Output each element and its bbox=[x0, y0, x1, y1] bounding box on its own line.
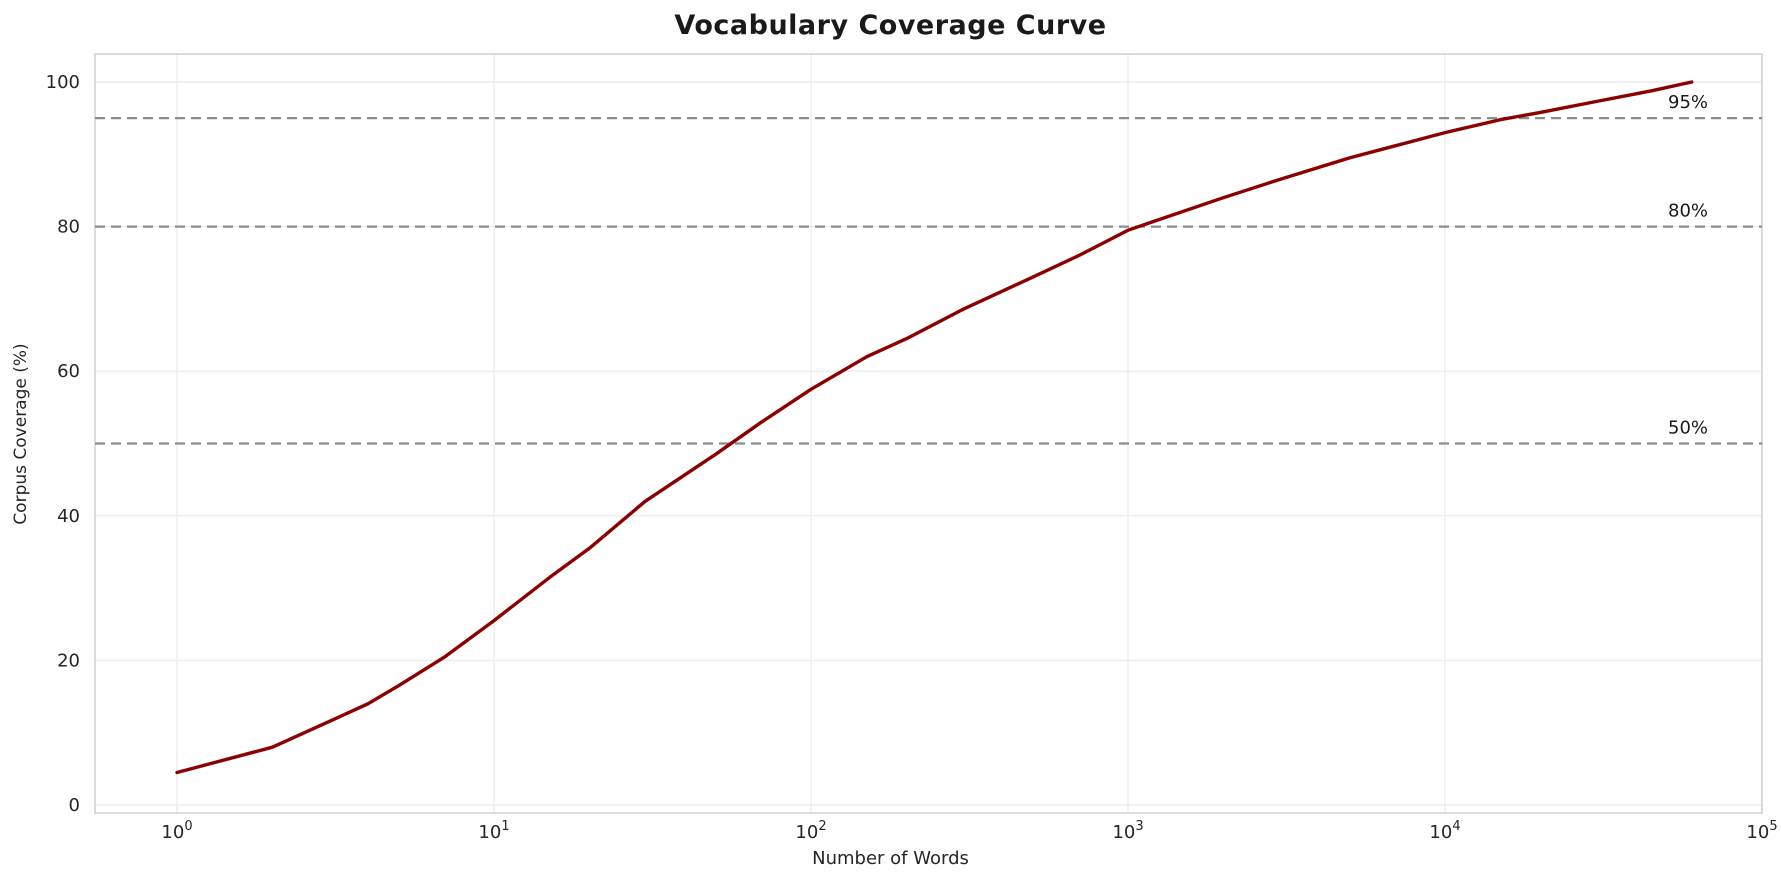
y-tick-label: 0 bbox=[69, 795, 80, 816]
y-tick-label: 60 bbox=[57, 361, 80, 382]
threshold-label-50: 50% bbox=[1668, 418, 1708, 439]
chart-title: Vocabulary Coverage Curve bbox=[674, 10, 1107, 41]
threshold-label-80: 80% bbox=[1668, 201, 1708, 222]
plot-border bbox=[94, 53, 1763, 814]
x-tick-label: 105 bbox=[1746, 819, 1777, 843]
x-tick-label: 100 bbox=[161, 819, 192, 843]
y-tick-label: 40 bbox=[57, 506, 80, 527]
x-tick-label: 102 bbox=[795, 819, 826, 843]
y-tick-labels: 0 20 40 60 80 100 bbox=[46, 72, 80, 816]
y-axis-label: Corpus Coverage (%) bbox=[11, 343, 31, 525]
y-tick-label: 20 bbox=[57, 650, 80, 671]
threshold-label-95: 95% bbox=[1668, 92, 1708, 113]
x-axis-label: Number of Words bbox=[812, 848, 969, 869]
x-tick-label: 101 bbox=[478, 819, 509, 843]
y-tick-label: 80 bbox=[57, 217, 80, 238]
x-tick-label: 104 bbox=[1429, 819, 1460, 843]
coverage-curve bbox=[175, 80, 1694, 775]
plot-background bbox=[95, 54, 1762, 813]
y-tick-label: 100 bbox=[46, 72, 80, 93]
threshold-labels: 50% 80% 95% bbox=[1668, 92, 1708, 438]
threshold-lines bbox=[95, 117, 1762, 445]
x-tick-label: 103 bbox=[1112, 819, 1143, 843]
x-tick-labels: 100 101 102 103 104 105 bbox=[161, 819, 1777, 843]
